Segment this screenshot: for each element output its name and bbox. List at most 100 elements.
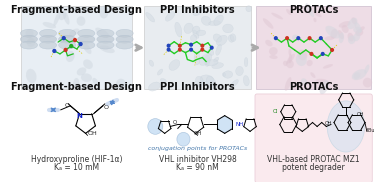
Ellipse shape xyxy=(236,66,243,76)
Bar xyxy=(144,95,251,182)
Text: Cl: Cl xyxy=(273,109,278,114)
Ellipse shape xyxy=(78,41,95,49)
Ellipse shape xyxy=(231,80,239,87)
Ellipse shape xyxy=(78,29,95,37)
Ellipse shape xyxy=(347,33,354,42)
Text: PROTACs: PROTACs xyxy=(289,5,338,15)
Ellipse shape xyxy=(313,18,316,22)
Ellipse shape xyxy=(184,23,193,33)
FancyBboxPatch shape xyxy=(255,94,372,183)
Circle shape xyxy=(274,37,277,40)
Ellipse shape xyxy=(169,60,180,70)
Circle shape xyxy=(310,53,313,55)
Circle shape xyxy=(286,37,288,40)
Ellipse shape xyxy=(243,76,249,86)
Ellipse shape xyxy=(69,29,79,36)
Ellipse shape xyxy=(195,76,203,87)
Circle shape xyxy=(74,39,76,42)
Ellipse shape xyxy=(193,6,203,16)
Ellipse shape xyxy=(43,22,56,28)
Ellipse shape xyxy=(310,72,316,78)
Text: potent degrader: potent degrader xyxy=(282,163,345,172)
Circle shape xyxy=(321,53,324,55)
Ellipse shape xyxy=(149,82,160,91)
Ellipse shape xyxy=(95,28,109,37)
Ellipse shape xyxy=(59,41,76,49)
Ellipse shape xyxy=(83,59,93,69)
Ellipse shape xyxy=(288,48,291,56)
Circle shape xyxy=(297,37,300,40)
Ellipse shape xyxy=(355,29,363,36)
Ellipse shape xyxy=(59,35,76,43)
Ellipse shape xyxy=(263,18,274,29)
Ellipse shape xyxy=(204,55,210,66)
Ellipse shape xyxy=(26,29,34,37)
Ellipse shape xyxy=(298,50,307,60)
Text: VHL inhibitor VH298: VHL inhibitor VH298 xyxy=(159,155,237,164)
Ellipse shape xyxy=(216,35,227,46)
Ellipse shape xyxy=(165,12,175,21)
Circle shape xyxy=(331,48,333,51)
Ellipse shape xyxy=(353,72,360,79)
Ellipse shape xyxy=(20,41,37,49)
Text: O: O xyxy=(104,105,109,110)
Circle shape xyxy=(62,37,65,40)
Bar xyxy=(144,6,251,89)
Ellipse shape xyxy=(200,75,214,84)
Ellipse shape xyxy=(54,12,60,26)
Circle shape xyxy=(167,44,170,47)
Ellipse shape xyxy=(212,63,223,69)
Ellipse shape xyxy=(193,26,200,34)
Ellipse shape xyxy=(175,22,182,37)
Ellipse shape xyxy=(289,54,292,63)
Ellipse shape xyxy=(20,35,37,43)
Text: conjugation points for PROTACs: conjugation points for PROTACs xyxy=(148,146,247,151)
Ellipse shape xyxy=(206,76,216,90)
Ellipse shape xyxy=(355,22,361,33)
Ellipse shape xyxy=(364,64,369,74)
Ellipse shape xyxy=(149,60,154,66)
Ellipse shape xyxy=(206,60,218,66)
Ellipse shape xyxy=(270,55,278,59)
Ellipse shape xyxy=(323,64,333,69)
Circle shape xyxy=(79,43,82,46)
Ellipse shape xyxy=(353,33,360,41)
Ellipse shape xyxy=(305,3,314,17)
Ellipse shape xyxy=(244,57,248,67)
Circle shape xyxy=(190,43,192,46)
Ellipse shape xyxy=(265,40,273,46)
Ellipse shape xyxy=(97,29,114,37)
Ellipse shape xyxy=(160,79,166,83)
Circle shape xyxy=(167,48,170,51)
Circle shape xyxy=(64,48,67,51)
Ellipse shape xyxy=(285,77,291,91)
Ellipse shape xyxy=(146,12,155,22)
Ellipse shape xyxy=(307,60,313,66)
Ellipse shape xyxy=(92,78,98,85)
Ellipse shape xyxy=(39,41,57,49)
Bar xyxy=(22,6,132,89)
Text: OH: OH xyxy=(357,112,364,117)
Ellipse shape xyxy=(208,49,214,55)
Text: OH: OH xyxy=(325,122,332,126)
Circle shape xyxy=(319,37,322,40)
Ellipse shape xyxy=(214,15,223,25)
Ellipse shape xyxy=(213,34,222,42)
Ellipse shape xyxy=(73,78,79,88)
Ellipse shape xyxy=(116,41,133,49)
Ellipse shape xyxy=(319,80,329,94)
Text: VHL-based PROTAC MZ1: VHL-based PROTAC MZ1 xyxy=(267,155,360,164)
Text: Kₐ = 90 nM: Kₐ = 90 nM xyxy=(177,163,219,172)
Circle shape xyxy=(70,44,73,48)
Ellipse shape xyxy=(296,53,307,66)
Text: Hydroxyproline (HIF-1α): Hydroxyproline (HIF-1α) xyxy=(31,155,122,164)
Ellipse shape xyxy=(116,29,133,37)
Circle shape xyxy=(211,46,213,49)
Ellipse shape xyxy=(214,57,219,62)
Text: PPI Inhibitors: PPI Inhibitors xyxy=(160,5,235,15)
Ellipse shape xyxy=(193,30,199,38)
Ellipse shape xyxy=(194,51,200,65)
Text: O: O xyxy=(173,120,177,126)
Ellipse shape xyxy=(97,35,114,43)
Ellipse shape xyxy=(59,29,76,37)
